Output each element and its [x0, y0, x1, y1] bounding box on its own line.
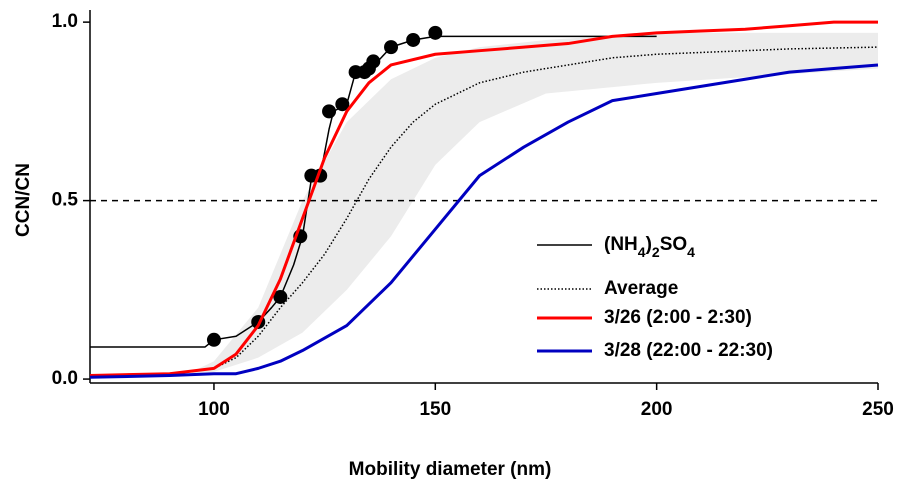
legend-label: (NH4)2SO4: [604, 234, 695, 260]
series-line: [89, 46, 879, 377]
y-tick-label: 0.5: [52, 190, 79, 211]
x-tick-label: 200: [641, 399, 673, 420]
data-point: [428, 25, 443, 40]
y-tick-label: 0.0: [52, 368, 78, 389]
x-tick-label: 100: [198, 399, 230, 420]
data-point: [322, 104, 337, 119]
x-tick-label: 250: [862, 399, 894, 420]
range-band: [191, 32, 879, 376]
series-line: [89, 63, 879, 379]
data-point: [384, 40, 399, 55]
data-point: [335, 97, 350, 112]
y-tick-label: 1.0: [52, 11, 78, 32]
x-axis-label: Mobility diameter (nm): [349, 459, 552, 480]
legend-label: Average: [604, 278, 678, 299]
series-line: [89, 20, 878, 378]
legend-label: 3/28 (22:00 - 22:30): [604, 340, 773, 361]
data-point: [366, 54, 381, 69]
x-tick-label: 150: [419, 399, 451, 420]
data-point: [206, 332, 221, 347]
legend-label: 3/26 (2:00 - 2:30): [604, 307, 752, 328]
data-point: [406, 32, 421, 47]
data-point: [273, 289, 288, 304]
y-axis-label: CCN/CN: [13, 163, 34, 237]
